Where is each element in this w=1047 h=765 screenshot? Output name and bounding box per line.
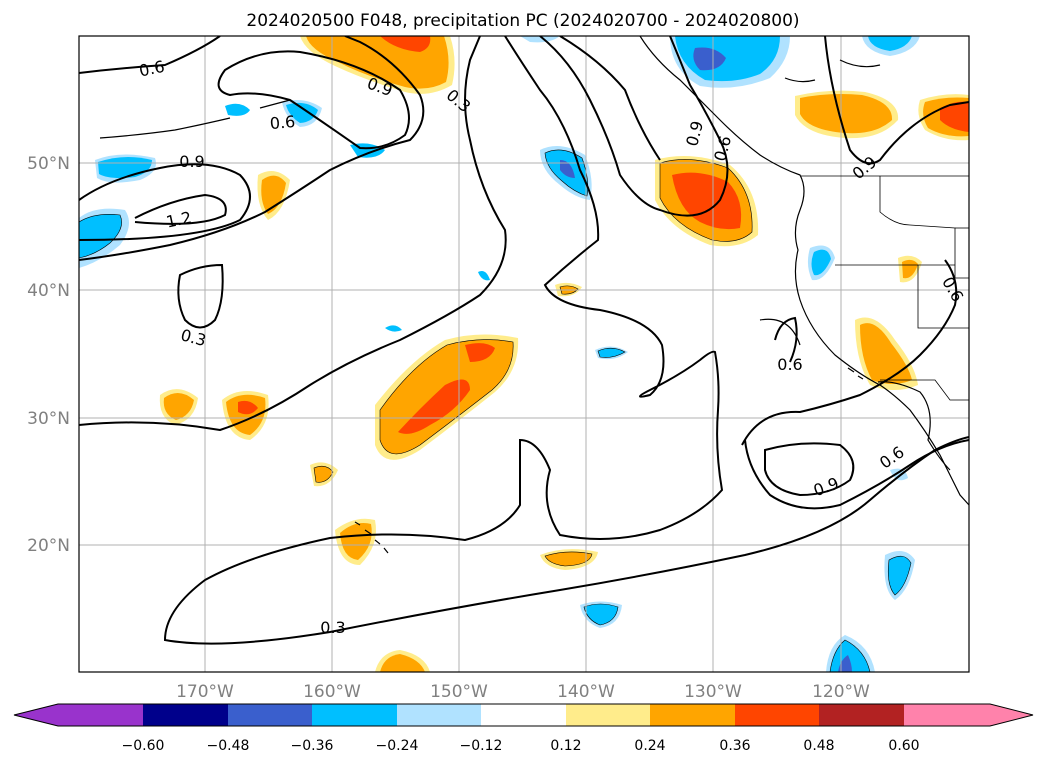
colorbar-tick-label: −0.12: [460, 738, 503, 754]
colorbar-tick-label: 0.36: [719, 738, 750, 754]
contour-label: 0.3: [320, 618, 345, 637]
colorbar-segment: [566, 704, 650, 726]
lon-label-140w: 140°W: [557, 682, 615, 702]
colorbar-segment: [735, 704, 819, 726]
lat-label-20n: 20°N: [27, 536, 70, 556]
lon-label-160w: 160°W: [303, 682, 361, 702]
contour-lines: [79, 36, 969, 645]
lat-label-30n: 30°N: [27, 409, 70, 429]
longitude-labels: 170°W 160°W 150°W 140°W 130°W 120°W: [176, 682, 870, 702]
lon-label-130w: 130°W: [684, 682, 742, 702]
colorbar-segment: [481, 704, 566, 726]
contour-label: 0.9: [179, 152, 204, 171]
colorbar-tick-label: 0.60: [888, 738, 919, 754]
colorbar-segment: [228, 704, 312, 726]
colorbar-extend-high: [904, 704, 1033, 726]
contour-label: 0.6: [137, 57, 166, 81]
contour-label: 1.2: [164, 208, 193, 232]
map-title: 2024020500 F048, precipitation PC (20240…: [246, 11, 799, 31]
colorbar-segment: [312, 704, 397, 726]
coastlines: [99, 36, 969, 554]
colorbar-segment: [650, 704, 735, 726]
colorbar-segment: [397, 704, 481, 726]
colorbar-tick-label: 0.48: [803, 738, 834, 754]
positive-anomaly-areas: [159, 36, 969, 672]
colorbar-outline: [13, 703, 1034, 727]
colorbar-extend-low: [14, 704, 143, 726]
latitude-labels: 50°N 40°N 30°N 20°N: [27, 154, 70, 556]
colorbar-tick-label: −0.48: [207, 738, 250, 754]
colorbar: −0.60 −0.48 −0.36 −0.24 −0.12 0.12 0.24 …: [13, 703, 1034, 754]
colorbar-tick-label: −0.60: [122, 738, 165, 754]
map-frame: [78, 35, 970, 673]
negative-anomaly-areas: [79, 36, 920, 672]
lon-label-170w: 170°W: [176, 682, 234, 702]
lat-label-50n: 50°N: [27, 154, 70, 174]
colorbar-tick-label: −0.36: [291, 738, 334, 754]
contour-label: 0.6: [777, 355, 802, 374]
map-area: 0.6 0.9 0.3 0.6 0.9 1.2 0.3 0.9 0.6 0.9 …: [78, 35, 970, 673]
colorbar-tick-label: 0.24: [634, 738, 665, 754]
borders: [800, 175, 969, 401]
colorbar-segment: [143, 704, 228, 726]
contour-label: 0.6: [269, 112, 296, 133]
gridlines: [79, 36, 969, 672]
colorbar-tick-label: −0.24: [376, 738, 419, 754]
precip-fills: [79, 36, 969, 672]
lon-label-150w: 150°W: [430, 682, 488, 702]
lon-label-120w: 120°W: [812, 682, 870, 702]
colorbar-tick-label: 0.12: [550, 738, 581, 754]
lat-label-40n: 40°N: [27, 281, 70, 301]
colorbar-segment: [819, 704, 904, 726]
